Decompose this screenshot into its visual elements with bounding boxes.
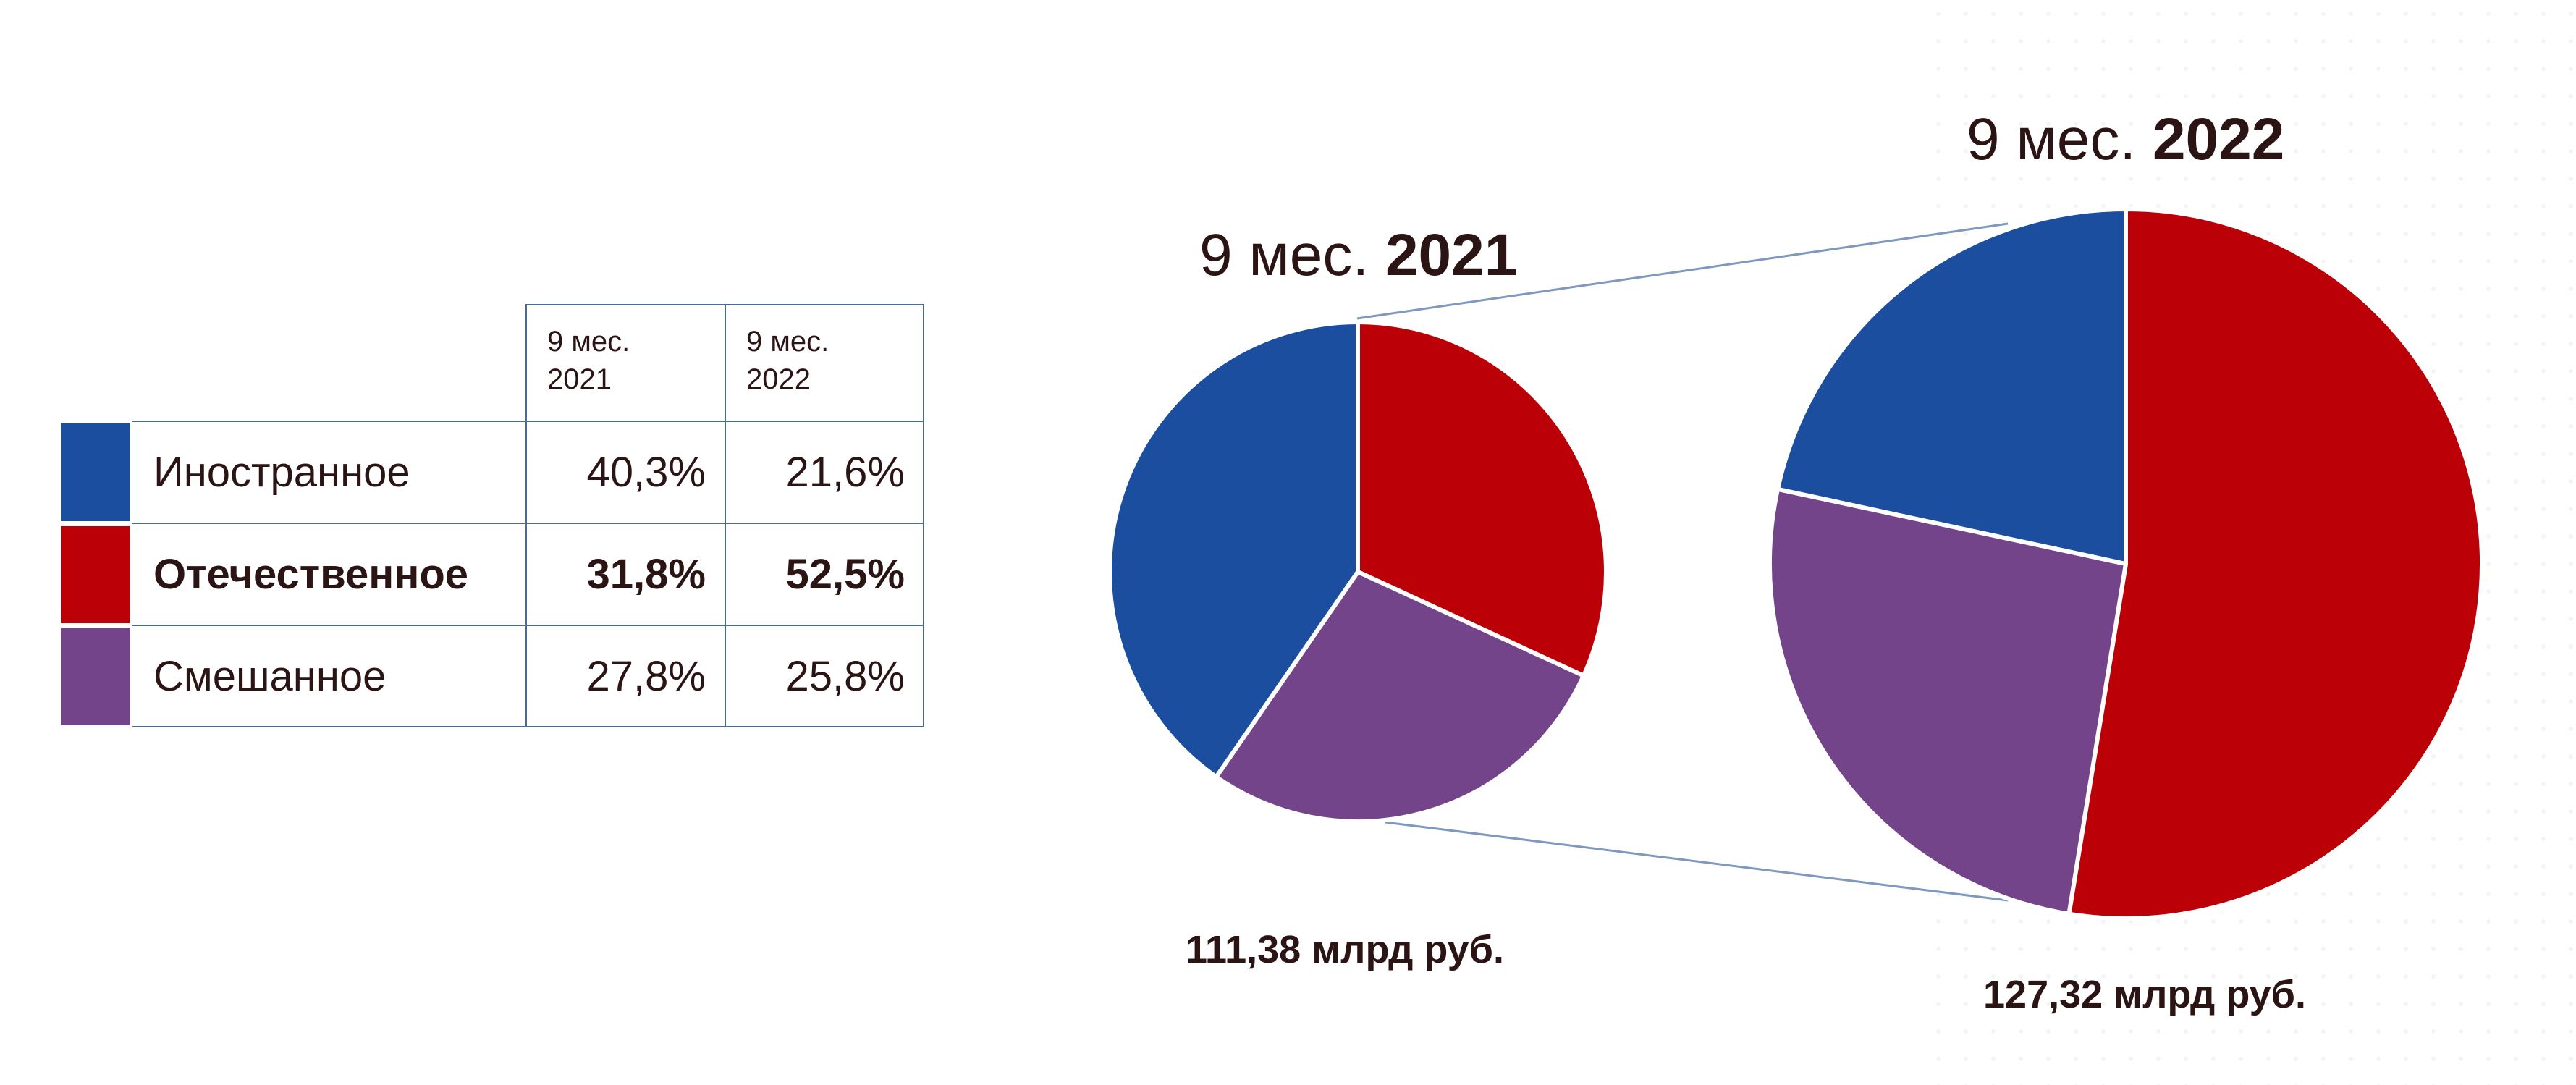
table-line bbox=[132, 523, 924, 524]
row-value-domestic-2022: 52,5% bbox=[785, 551, 905, 598]
header-2021: 9 мес. 2021 bbox=[527, 305, 725, 421]
header-2021-line1: 9 мес. bbox=[547, 326, 630, 358]
row-value-mixed-2022: 25,8% bbox=[785, 653, 905, 700]
pie-2021-total: 111,38 млрд руб. bbox=[1186, 928, 1504, 971]
pie-slice-Иностранное bbox=[1775, 207, 2128, 566]
row-value-domestic-2021: 31,8% bbox=[586, 551, 706, 598]
row-value-foreign-2022: 21,6% bbox=[785, 449, 905, 496]
legend-swatch-foreign bbox=[61, 423, 130, 521]
pie-2021 bbox=[1107, 320, 1608, 824]
pie-2021-title-year: 2021 bbox=[1385, 222, 1517, 288]
pie-2022-title: 9 мес. 2022 bbox=[1967, 106, 2284, 172]
row-label-domestic: Отечественное bbox=[153, 551, 469, 598]
table-line bbox=[132, 726, 924, 727]
pie-2021-title: 9 мес. 2021 bbox=[1199, 222, 1517, 288]
pie-2022-title-prefix: 9 мес. bbox=[1967, 106, 2136, 172]
pie-2022 bbox=[1768, 207, 2485, 921]
table-line bbox=[132, 421, 924, 422]
pie-slice-Отечественное bbox=[2066, 207, 2485, 921]
pie-slice-Смешанное bbox=[1768, 486, 2128, 916]
header-2022-line1: 9 мес. bbox=[746, 326, 829, 358]
header-2022: 9 мес. 2022 bbox=[726, 305, 924, 421]
row-value-mixed-2021: 27,8% bbox=[586, 653, 706, 700]
table-line bbox=[923, 304, 924, 727]
pie-2021-title-prefix: 9 мес. bbox=[1199, 222, 1369, 288]
table-line bbox=[725, 304, 726, 727]
header-2022-line2: 2022 bbox=[746, 363, 811, 395]
row-value-foreign-2021: 40,3% bbox=[586, 449, 706, 496]
pie-slice-Смешанное bbox=[1214, 570, 1586, 824]
pie-2022-title-year: 2022 bbox=[2153, 106, 2284, 172]
row-label-foreign: Иностранное bbox=[153, 449, 410, 496]
legend-swatch-domestic bbox=[61, 526, 130, 623]
table-line bbox=[525, 304, 527, 727]
row-label-mixed: Смешанное bbox=[153, 653, 387, 700]
pie-slice-Отечественное bbox=[1356, 320, 1608, 678]
table-line bbox=[132, 625, 924, 626]
connector-line-bottom bbox=[1385, 821, 2009, 902]
pie-slice-Иностранное bbox=[1107, 320, 1360, 780]
header-2021-line2: 2021 bbox=[547, 363, 612, 395]
legend-swatch-mixed bbox=[61, 628, 130, 725]
connector-line-top bbox=[1356, 222, 2009, 320]
pie-2022-total: 127,32 млрд руб. bbox=[1983, 973, 2306, 1016]
